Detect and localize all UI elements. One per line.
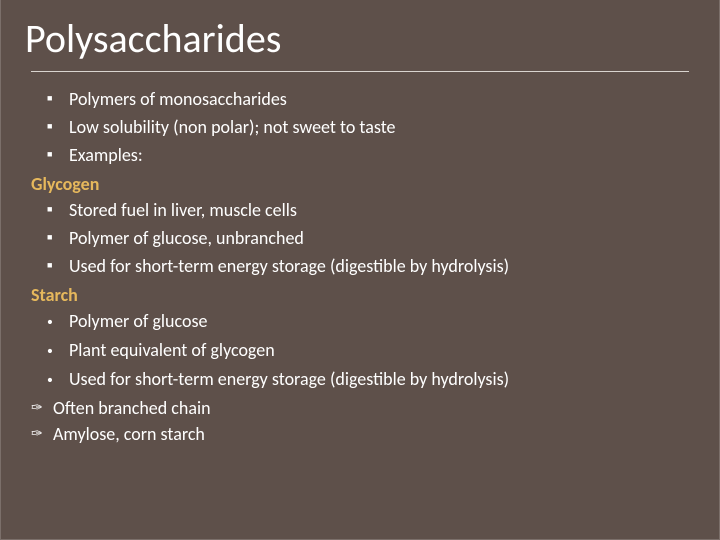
list-item: Polymer of glucose, unbranched [31,225,689,253]
list-item: Low solubility (non polar); not sweet to… [31,114,689,142]
dot-bullet-icon [47,366,69,395]
link-bullet-icon [31,395,53,421]
link-bullet-icon [31,421,53,447]
subheading-glycogen: Glycogen [31,171,689,197]
square-bullet-icon [47,253,69,281]
square-bullet-icon [47,142,69,170]
list-item-text: Polymers of monosaccharides [69,86,689,112]
slide-title: Polysaccharides [25,14,689,63]
list-item-text: Used for short-term energy storage (dige… [69,253,689,279]
list-item-text: Often branched chain [53,395,689,421]
list-item-text: Stored fuel in liver, muscle cells [69,197,689,223]
list-item-text: Used for short-term energy storage (dige… [69,366,689,392]
list-item: Examples: [31,142,689,170]
slide: Polysaccharides Polymers of monosacchari… [0,0,720,540]
list-item: Amylose, corn starch [31,421,689,447]
list-item-text: Examples: [69,142,689,168]
list-item-text: Polymer of glucose [69,308,689,334]
list-item: Stored fuel in liver, muscle cells [31,197,689,225]
square-bullet-icon [47,197,69,225]
list-item: Used for short-term energy storage (dige… [31,253,689,281]
list-item-text: Amylose, corn starch [53,421,689,447]
title-rule [31,71,689,72]
list-item: Often branched chain [31,395,689,421]
dot-bullet-icon [47,308,69,337]
list-item: Polymer of glucose [31,308,689,337]
subheading-starch: Starch [31,282,689,308]
list-item-text: Low solubility (non polar); not sweet to… [69,114,689,140]
dot-bullet-icon [47,337,69,366]
list-item-text: Polymer of glucose, unbranched [69,225,689,251]
list-item: Plant equivalent of glycogen [31,337,689,366]
list-item-text: Plant equivalent of glycogen [69,337,689,363]
list-item: Polymers of monosaccharides [31,86,689,114]
square-bullet-icon [47,114,69,142]
list-item: Used for short-term energy storage (dige… [31,366,689,395]
square-bullet-icon [47,225,69,253]
slide-content: Polymers of monosaccharides Low solubili… [31,86,689,447]
square-bullet-icon [47,86,69,114]
